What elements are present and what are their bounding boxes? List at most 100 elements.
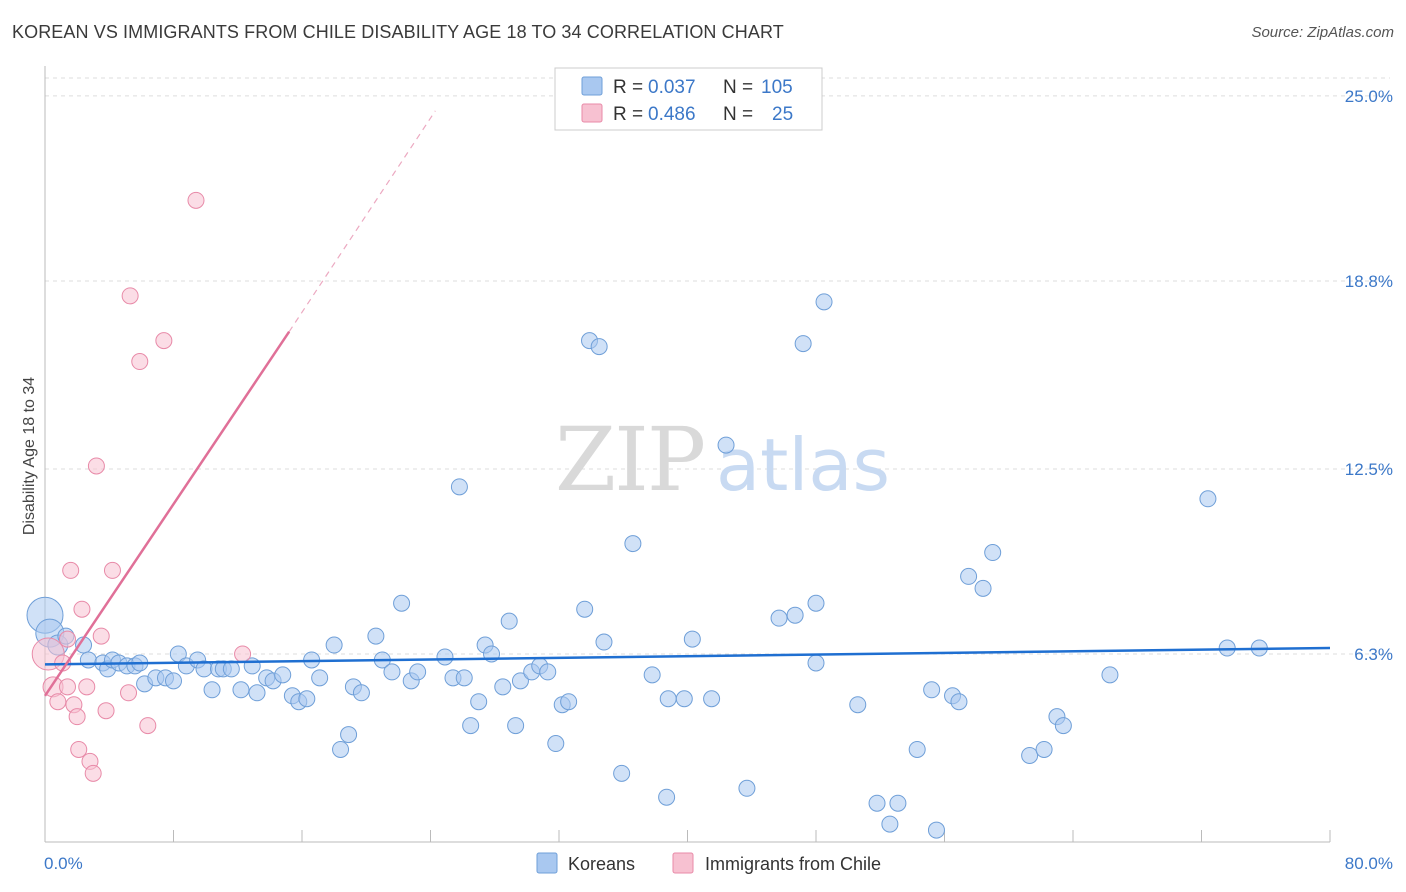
korean-point	[232, 681, 250, 699]
legend-r-label-chile: R =	[613, 104, 643, 125]
korean-point	[889, 794, 907, 812]
axes	[44, 66, 1331, 843]
chile-point	[49, 693, 67, 711]
korean-point	[984, 544, 1002, 562]
korean-point	[1035, 740, 1053, 758]
legend-n-chile: 25	[772, 104, 793, 125]
korean-point	[547, 735, 565, 753]
source-label: Source: ZipAtlas.com	[1251, 24, 1394, 41]
korean-point	[923, 681, 941, 699]
korean-point	[436, 648, 454, 666]
chile-point	[87, 457, 105, 475]
chile-point	[234, 645, 252, 663]
korean-point	[807, 654, 825, 672]
chile-points	[31, 191, 252, 782]
korean-point	[340, 726, 358, 744]
korean-point	[393, 594, 411, 612]
korean-point	[470, 693, 488, 711]
korean-point	[352, 684, 370, 702]
chile-point	[121, 287, 139, 305]
y-tick-label: 6.3%	[1354, 645, 1393, 664]
korean-point	[643, 666, 661, 684]
chart-title: KOREAN VS IMMIGRANTS FROM CHILE DISABILI…	[12, 22, 784, 42]
chile-point	[84, 764, 102, 782]
grid-lines	[45, 77, 1390, 655]
korean-point	[595, 633, 613, 651]
korean-point	[165, 672, 182, 690]
chile-point	[139, 717, 157, 735]
x-tick-label: 0.0%	[44, 854, 83, 873]
watermark-atlas: atlas	[716, 423, 890, 507]
korean-point	[868, 794, 886, 812]
korean-point	[298, 690, 316, 708]
korean-point	[494, 678, 512, 696]
trend-lines	[43, 110, 1331, 697]
korean-point	[974, 579, 992, 597]
korean-point	[500, 612, 518, 630]
legend-swatch-koreans	[581, 76, 603, 96]
korean-point	[659, 690, 677, 708]
korean-point	[960, 567, 978, 585]
korean-point	[770, 609, 788, 627]
korean-point	[786, 606, 804, 624]
chile-trend-extension	[288, 110, 436, 333]
chile-point	[187, 191, 205, 209]
korean-point	[717, 436, 735, 454]
korean-point	[1054, 717, 1072, 735]
series-legend-swatch-koreans	[536, 852, 558, 874]
chile-trend-line	[43, 330, 291, 697]
korean-point	[908, 740, 926, 758]
korean-point	[1199, 490, 1217, 508]
korean-point	[675, 690, 693, 708]
korean-point	[311, 669, 329, 687]
chile-point	[92, 627, 110, 645]
legend-r-label-koreans: R =	[613, 77, 643, 98]
korean-point	[927, 821, 945, 839]
korean-point	[794, 335, 812, 353]
korean-point	[950, 693, 968, 711]
chile-point	[78, 678, 96, 696]
korean-point	[450, 478, 468, 496]
chile-point	[58, 630, 76, 648]
korean-point	[815, 293, 833, 311]
chile-point	[97, 702, 115, 720]
korean-point	[332, 740, 350, 758]
tick-labels: 6.3% 12.5% 18.8% 25.0% 0.0% 80.0%	[44, 87, 1393, 873]
korean-point	[274, 666, 292, 684]
series-legend-chile: Immigrants from Chile	[705, 854, 881, 874]
series-legend-koreans: Koreans	[568, 854, 635, 874]
legend-r-chile: 0.486	[648, 104, 696, 125]
legend-swatch-chile	[581, 103, 603, 123]
korean-point	[1101, 666, 1119, 684]
korean-point	[703, 690, 721, 708]
korean-point	[624, 535, 642, 553]
korean-point	[203, 681, 221, 699]
korean-point	[367, 627, 385, 645]
stats-legend: R = 0.037 N = 105 R = 0.486 N = 25	[554, 67, 823, 131]
korean-point	[1021, 746, 1039, 764]
korean-point	[462, 717, 480, 735]
korean-point	[560, 693, 578, 711]
y-tick-label: 12.5%	[1345, 460, 1393, 479]
korean-point	[325, 636, 343, 654]
legend-r-koreans: 0.037	[648, 77, 696, 98]
korean-point	[539, 663, 557, 681]
korean-point	[79, 651, 97, 669]
korean-point	[511, 672, 529, 690]
chile-point	[70, 740, 88, 758]
chile-point	[120, 684, 138, 702]
chile-point	[103, 561, 121, 579]
watermark: ZIP atlas	[555, 408, 890, 511]
korean-point	[576, 600, 594, 618]
korean-point	[849, 696, 867, 714]
korean-points	[26, 293, 1268, 839]
chile-point	[131, 353, 149, 371]
x-tick-label: 80.0%	[1345, 854, 1393, 873]
series-legend: Koreans Immigrants from Chile	[536, 852, 881, 874]
korean-point	[658, 788, 676, 806]
korean-point	[455, 669, 473, 687]
chile-point	[73, 600, 91, 618]
legend-n-koreans: 105	[761, 77, 793, 98]
y-tick-label: 18.8%	[1345, 272, 1393, 291]
